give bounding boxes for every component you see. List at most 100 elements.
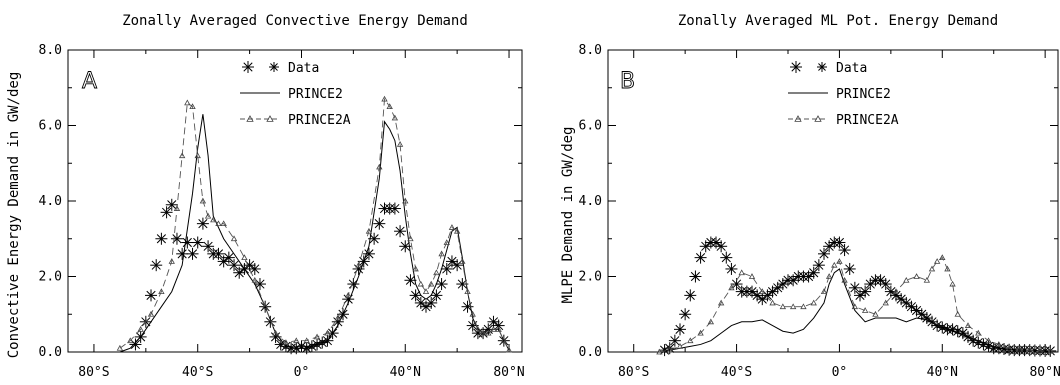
triangle-marker (324, 329, 331, 336)
panel-letter: B (620, 69, 635, 94)
asterisk-marker-stroke (457, 279, 467, 289)
asterisk-marker-stroke (773, 283, 783, 293)
legend-label: PRINCE2 (288, 87, 343, 102)
triangle-marker (872, 310, 879, 317)
asterisk-marker-stroke (881, 279, 891, 289)
y-tick-label: 2.0 (579, 270, 602, 285)
chart-panel-mlpe-demand: Zonally Averaged ML Pot. Energy Demand M… (560, 13, 1060, 380)
triangle-marker (485, 329, 492, 336)
triangle-marker (272, 329, 279, 336)
asterisk-marker-stroke (685, 290, 695, 300)
triangle-marker (127, 337, 134, 344)
asterisk-marker-stroke (860, 287, 870, 297)
asterisk-marker-stroke (701, 241, 711, 251)
triangle-marker (913, 273, 920, 279)
asterisk-marker-stroke (731, 279, 742, 289)
asterisk-marker-stroke (901, 298, 911, 308)
triangle-marker (738, 269, 745, 276)
triangle-marker (345, 292, 352, 298)
triangle-marker (939, 254, 946, 261)
triangle-marker (1016, 345, 1023, 352)
triangle-marker (464, 288, 471, 295)
triangle-marker (173, 205, 181, 211)
triangle-marker (505, 346, 513, 353)
asterisk-marker-stroke (296, 341, 307, 351)
y-tick-label: 0.0 (39, 345, 62, 360)
triangle-marker (1005, 344, 1013, 351)
asterisk-marker-stroke (958, 328, 968, 338)
triangle-marker (241, 254, 248, 261)
asterisk-marker-stroke (670, 336, 680, 346)
series-prince2a (116, 95, 513, 353)
triangle-marker (479, 329, 487, 336)
triangle-marker (836, 258, 843, 264)
asterisk-marker-stroke (130, 339, 141, 350)
legend-label: PRINCE2 (836, 87, 891, 102)
asterisk-marker-stroke (255, 279, 265, 289)
legend-label: Data (836, 61, 867, 76)
asterisk-marker-stroke (177, 249, 187, 259)
x-tick-label: 40°S (721, 365, 752, 380)
x-tick-label: 40°S (182, 365, 213, 380)
asterisk-marker-stroke (198, 219, 208, 229)
triangle-marker (210, 216, 217, 223)
triangle-marker (313, 333, 321, 340)
chart-title: Zonally Averaged Convective Energy Deman… (122, 13, 468, 29)
triangle-marker (882, 299, 889, 306)
series-prince2 (659, 268, 1051, 353)
asterisk-marker-stroke (213, 249, 224, 259)
asterisk-marker-stroke (690, 271, 701, 282)
series-line (119, 97, 510, 351)
asterisk-marker-stroke (839, 245, 850, 255)
triangle-marker (794, 115, 802, 122)
triangle-marker (861, 307, 869, 313)
asterisk-marker-stroke (947, 324, 958, 334)
triangle-marker (814, 115, 822, 122)
asterisk-marker-stroke (762, 290, 773, 300)
asterisk-marker-stroke (711, 237, 721, 248)
triangle-marker (116, 344, 124, 351)
triangle-marker (433, 269, 440, 276)
triangle-marker (728, 284, 735, 291)
triangle-marker (759, 288, 766, 295)
asterisk-marker-stroke (927, 317, 937, 327)
legend: Data PRINCE2 PRINCE2A (240, 61, 351, 128)
triangle-marker (717, 299, 725, 306)
triangle-marker (303, 337, 310, 344)
legend-label: Data (288, 61, 319, 76)
triangle-marker (851, 303, 859, 310)
legend-label: PRINCE2A (836, 113, 899, 128)
triangle-marker (365, 227, 373, 234)
y-tick-label: 8.0 (39, 43, 62, 58)
triangle-marker (1047, 347, 1054, 354)
asterisk-marker-stroke (224, 253, 234, 263)
asterisk-marker-stroke (243, 62, 253, 72)
triangle-marker (184, 99, 191, 106)
asterisk-marker-stroke (436, 279, 447, 289)
series-line (659, 256, 1051, 353)
asterisk-marker-stroke (845, 264, 855, 274)
asterisk-marker-stroke (814, 260, 824, 270)
asterisk-marker-stroke (364, 249, 374, 259)
triangle-marker (469, 310, 476, 317)
y-tick-label: 6.0 (39, 119, 62, 134)
asterisk-marker-stroke (855, 290, 865, 300)
asterisk-marker-stroke (234, 268, 244, 278)
asterisk-marker-stroke (675, 324, 685, 334)
chart-panel-convective-energy: Zonally Averaged Convective Energy Deman… (6, 13, 525, 380)
triangle-marker (687, 337, 694, 344)
asterisk-marker-stroke (447, 256, 457, 266)
triangle-marker (933, 258, 941, 264)
asterisk-marker-stroke (850, 283, 860, 293)
triangle-marker (402, 197, 409, 204)
triangle-marker (779, 303, 787, 310)
asterisk-marker-stroke (416, 298, 426, 308)
asterisk-marker-stroke (161, 207, 172, 217)
x-tick-label: 80°S (618, 365, 649, 380)
x-tick-label: 40°N (390, 365, 421, 380)
asterisk-marker-stroke (151, 260, 161, 270)
triangle-marker (251, 276, 258, 283)
x-tick-label: 40°N (927, 365, 958, 380)
series-prince2a (656, 254, 1054, 355)
